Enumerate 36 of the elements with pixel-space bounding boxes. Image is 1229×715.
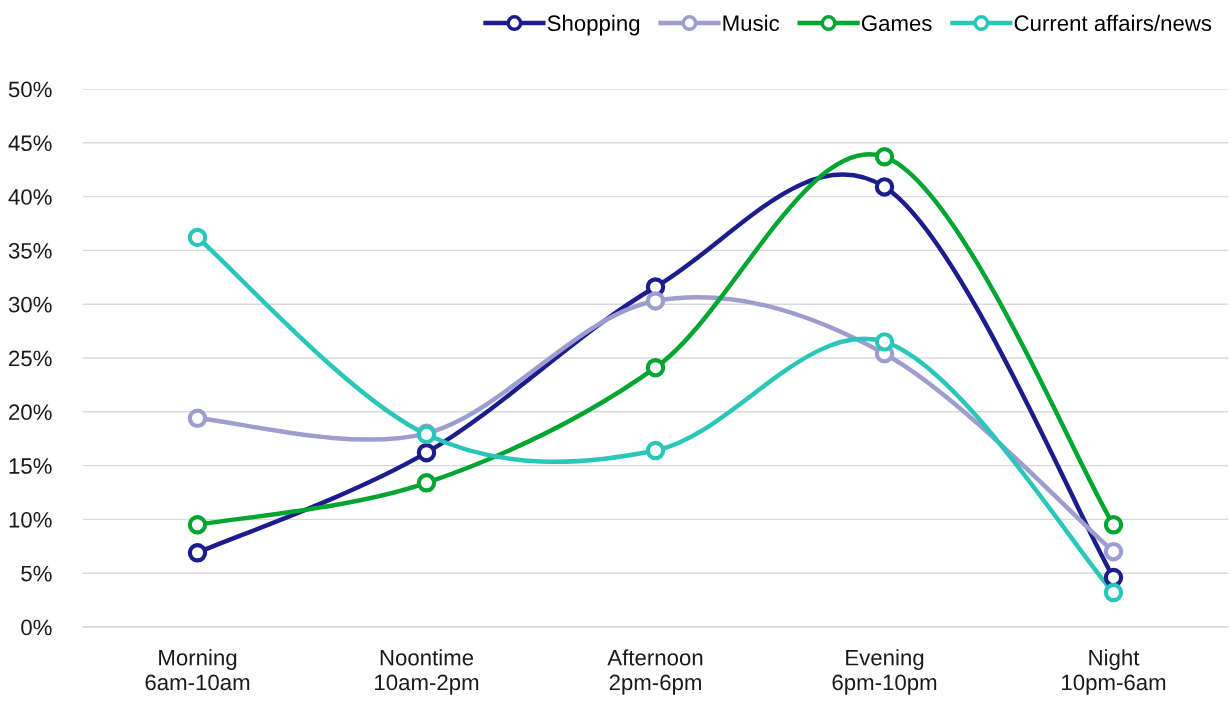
x-tick-label: Evening 6pm-10pm <box>832 649 937 695</box>
point <box>874 147 895 167</box>
point <box>645 440 666 461</box>
y-tick-label: 45% <box>8 135 52 152</box>
point <box>416 473 437 493</box>
y-tick-label: 20% <box>9 404 52 421</box>
point <box>1103 515 1124 535</box>
y-tick-label: 10% <box>9 511 52 528</box>
y-tick-label: 15% <box>9 458 52 474</box>
y-tick-label: 25% <box>9 350 52 367</box>
y-tick-label: 40% <box>8 189 52 205</box>
point <box>1103 567 1124 588</box>
point <box>874 332 895 352</box>
y-tick-label: 0% <box>21 619 52 636</box>
point <box>1103 582 1124 603</box>
point <box>1103 541 1124 562</box>
point <box>645 291 666 311</box>
point <box>416 442 437 463</box>
x-tick-label: Night 10pm-6am <box>1062 649 1166 695</box>
point <box>874 177 895 197</box>
legend-label: Shopping <box>547 14 640 36</box>
y-tick-label: 30% <box>8 296 52 313</box>
point <box>187 543 208 563</box>
point <box>187 515 208 535</box>
legend-label: Current affairs/news <box>1014 14 1212 32</box>
point <box>645 357 666 378</box>
x-tick-label: Noontime 10am-2pm <box>375 649 479 695</box>
y-tick-label: 50% <box>8 81 52 98</box>
x-tick-label: Morning 6am-10am <box>145 649 250 691</box>
y-tick-label: 35% <box>8 242 52 259</box>
y-tick-label: 5% <box>21 565 52 582</box>
x-tick-label: Afternoon 2pm-6pm <box>607 649 703 695</box>
legend-label: Music <box>723 14 780 32</box>
point <box>187 408 208 428</box>
point <box>187 227 208 248</box>
legend-label: Games <box>861 15 932 32</box>
